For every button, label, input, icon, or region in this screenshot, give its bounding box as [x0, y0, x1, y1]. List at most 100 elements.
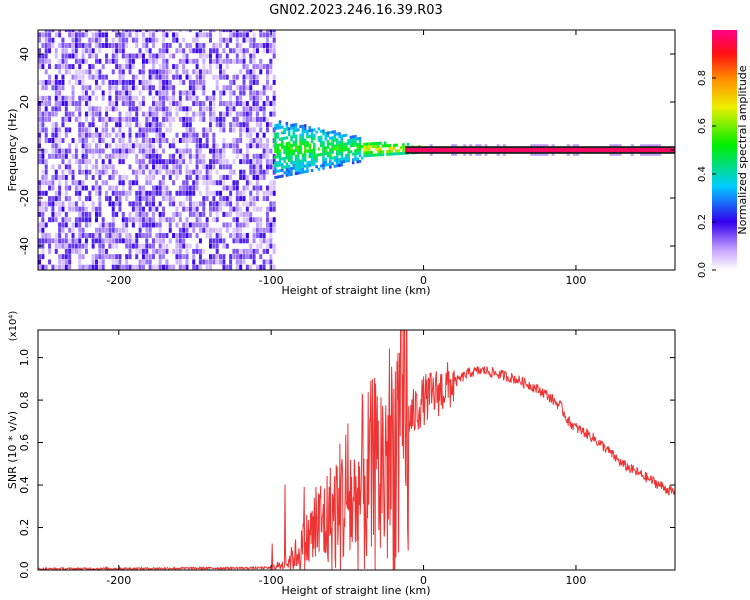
heatmap-cell: [393, 152, 396, 156]
heatmap-cell: [235, 206, 239, 212]
heatmap-cell: [229, 211, 233, 217]
heatmap-cell: [182, 90, 186, 96]
heatmap-cell: [255, 64, 259, 70]
heatmap-cell: [259, 243, 263, 249]
heatmap-cell: [48, 259, 52, 265]
heatmap-cell: [88, 264, 92, 270]
heatmap-cell: [252, 206, 256, 212]
heatmap-cell: [222, 180, 226, 186]
heatmap-cell: [388, 146, 392, 150]
heatmap-cell: [229, 201, 233, 207]
heatmap-cell: [287, 150, 291, 154]
heatmap-cell: [51, 148, 55, 154]
heatmap-cell: [198, 254, 202, 260]
heatmap-cell: [292, 143, 295, 147]
heatmap-cell: [155, 164, 159, 170]
heatmap-cell: [182, 122, 186, 128]
heatmap-cell: [121, 190, 125, 196]
heatmap-cell: [138, 106, 142, 112]
heatmap-cell: [58, 153, 62, 159]
heatmap-cell: [303, 124, 307, 128]
heatmap-cell: [283, 171, 286, 175]
heatmap-cell: [84, 238, 88, 244]
heatmap-cell: [131, 106, 135, 112]
heatmap-cell: [338, 158, 341, 162]
heatmap-cell: [351, 135, 355, 139]
heatmap-cell: [303, 158, 307, 162]
heatmap-cell: [215, 180, 219, 186]
heatmap-cell: [78, 259, 82, 265]
heatmap-cell: [148, 196, 152, 202]
heatmap-cell: [48, 238, 52, 244]
heatmap-cell: [202, 196, 206, 202]
heatmap-cell: [249, 111, 253, 117]
heatmap-cell: [78, 74, 82, 80]
heatmap-cell: [245, 148, 249, 154]
heatmap-cell: [141, 85, 145, 91]
heatmap-cell: [235, 48, 239, 54]
heatmap-cell: [294, 128, 298, 132]
heatmap-cell: [148, 227, 152, 233]
heatmap-cell: [135, 217, 139, 223]
heatmap-cell: [285, 121, 289, 125]
heatmap-cell: [91, 116, 95, 122]
heatmap-cell: [141, 138, 145, 143]
heatmap-cell: [118, 238, 122, 244]
heatmap-cell: [178, 116, 182, 122]
heatmap-cell: [235, 227, 239, 233]
heatmap-cell: [195, 153, 199, 159]
heatmap-cell: [185, 138, 189, 143]
heatmap-cell: [74, 185, 78, 191]
heatmap-cell: [71, 42, 75, 48]
heatmap-cell: [158, 222, 162, 228]
heatmap-cell: [262, 248, 266, 254]
heatmap-cell: [41, 95, 45, 101]
heatmap-cell: [131, 169, 135, 175]
heatmap-cell: [255, 248, 259, 254]
heatmap-cell: [58, 254, 62, 260]
heatmap-cell: [78, 122, 82, 128]
heatmap-cell: [151, 159, 155, 165]
heatmap-cell: [215, 79, 219, 85]
heatmap-cell: [125, 101, 129, 107]
heatmap-cell: [118, 143, 122, 149]
heatmap-cell: [138, 48, 142, 54]
heatmap-cell: [148, 58, 152, 64]
heatmap-cell: [81, 74, 85, 80]
heatmap-cell: [319, 152, 323, 156]
heatmap-cell: [202, 211, 206, 217]
heatmap-cell: [338, 160, 341, 164]
x-tick-label: -100: [259, 274, 284, 287]
heatmap-cell: [78, 222, 82, 228]
heatmap-cell: [64, 196, 68, 202]
heatmap-cell: [165, 217, 169, 223]
heatmap-cell: [252, 259, 256, 265]
heatmap-cell: [205, 196, 209, 202]
heatmap-cell: [356, 160, 359, 164]
heatmap-cell: [158, 169, 162, 175]
heatmap-cell: [303, 129, 307, 133]
heatmap-cell: [354, 152, 357, 156]
heatmap-cell: [138, 143, 142, 149]
heatmap-cell: [303, 153, 307, 157]
heatmap-cell: [219, 30, 223, 33]
heatmap-cell: [259, 164, 263, 170]
heatmap-cell: [38, 101, 41, 107]
heatmap-cell: [115, 201, 119, 207]
heatmap-cell: [195, 248, 199, 254]
heatmap-cell: [141, 74, 145, 80]
heatmap-cell: [84, 111, 88, 117]
heatmap-cell: [215, 217, 219, 223]
heatmap-cell: [308, 160, 311, 164]
heatmap-cell: [81, 122, 85, 128]
heatmap-cell: [358, 148, 362, 152]
heatmap-cell: [138, 190, 142, 196]
heatmap-cell: [58, 211, 62, 217]
heatmap-cell: [347, 153, 350, 157]
heatmap-cell: [242, 111, 246, 117]
heatmap-cell: [158, 159, 162, 165]
heatmap-cell: [340, 143, 343, 147]
heatmap-cell: [265, 143, 269, 149]
heatmap-cell: [326, 131, 330, 135]
heatmap-cell: [215, 148, 219, 154]
